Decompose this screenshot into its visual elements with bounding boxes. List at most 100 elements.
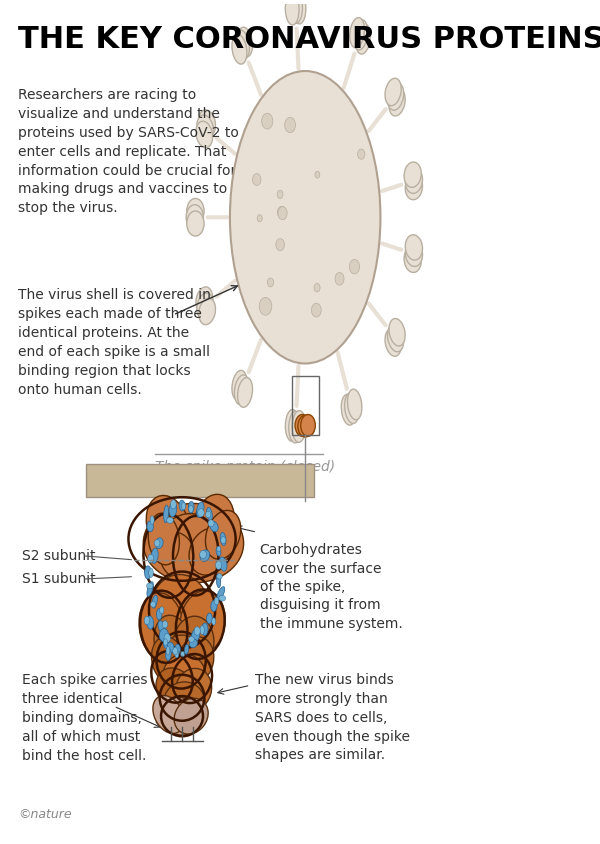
Ellipse shape (278, 207, 287, 219)
Ellipse shape (160, 697, 199, 735)
Ellipse shape (178, 637, 214, 684)
Ellipse shape (189, 506, 193, 512)
Ellipse shape (286, 409, 299, 441)
Ellipse shape (146, 583, 153, 589)
Ellipse shape (292, 0, 306, 24)
Ellipse shape (197, 293, 214, 320)
Ellipse shape (160, 607, 164, 614)
Ellipse shape (298, 415, 313, 437)
Ellipse shape (163, 639, 169, 648)
Ellipse shape (149, 568, 154, 577)
Text: S1 subunit: S1 subunit (22, 572, 96, 586)
FancyArrowPatch shape (368, 303, 386, 325)
Ellipse shape (191, 629, 200, 641)
Ellipse shape (221, 537, 226, 544)
Ellipse shape (200, 549, 210, 561)
Ellipse shape (175, 651, 179, 657)
Text: THE KEY CORONAVIRUS PROTEINS: THE KEY CORONAVIRUS PROTEINS (18, 25, 600, 54)
Ellipse shape (200, 550, 206, 559)
Ellipse shape (150, 516, 154, 524)
Ellipse shape (181, 652, 185, 657)
Ellipse shape (199, 110, 215, 136)
Ellipse shape (143, 504, 244, 583)
Ellipse shape (356, 24, 370, 54)
Ellipse shape (206, 613, 212, 624)
Ellipse shape (404, 247, 421, 273)
Ellipse shape (212, 618, 216, 625)
Ellipse shape (219, 557, 227, 571)
Ellipse shape (186, 205, 203, 230)
Ellipse shape (388, 324, 404, 352)
Ellipse shape (197, 502, 204, 517)
Ellipse shape (189, 528, 230, 575)
Text: Carbohydrates
cover the surface
of the spike,
disguising it from
the immune syst: Carbohydrates cover the surface of the s… (260, 544, 403, 630)
Ellipse shape (405, 168, 422, 193)
Ellipse shape (199, 298, 215, 325)
FancyArrowPatch shape (338, 353, 347, 389)
Ellipse shape (389, 89, 405, 116)
Ellipse shape (158, 620, 165, 633)
Ellipse shape (358, 149, 365, 160)
Ellipse shape (197, 509, 204, 517)
Ellipse shape (164, 682, 205, 722)
Ellipse shape (187, 198, 204, 224)
Ellipse shape (286, 0, 299, 25)
FancyArrowPatch shape (368, 109, 386, 131)
Ellipse shape (277, 206, 286, 218)
Ellipse shape (152, 636, 185, 684)
Ellipse shape (169, 503, 177, 517)
FancyArrowPatch shape (344, 53, 355, 88)
Ellipse shape (190, 639, 197, 647)
Ellipse shape (184, 644, 189, 654)
Ellipse shape (284, 117, 295, 133)
Ellipse shape (202, 623, 208, 636)
Ellipse shape (238, 27, 253, 57)
Ellipse shape (166, 648, 171, 661)
Text: The new virus binds
more strongly than
SARS does to cells,
even though the spike: The new virus binds more strongly than S… (255, 673, 410, 762)
Ellipse shape (349, 259, 359, 273)
Ellipse shape (188, 501, 194, 513)
Ellipse shape (146, 616, 154, 630)
Text: Researchers are racing to
visualize and understand the
proteins used by SARS-CoV: Researchers are racing to visualize and … (18, 88, 239, 215)
Ellipse shape (160, 533, 196, 579)
Ellipse shape (214, 598, 219, 605)
Ellipse shape (232, 371, 247, 400)
FancyArrowPatch shape (296, 365, 298, 406)
Ellipse shape (232, 35, 247, 64)
Ellipse shape (164, 506, 169, 522)
Ellipse shape (187, 211, 204, 236)
Ellipse shape (335, 273, 344, 285)
Ellipse shape (253, 174, 261, 186)
Ellipse shape (230, 71, 380, 364)
Ellipse shape (314, 284, 320, 292)
FancyArrowPatch shape (217, 281, 235, 297)
Text: The spike protein (closed): The spike protein (closed) (155, 460, 335, 473)
Ellipse shape (157, 609, 162, 619)
Ellipse shape (404, 162, 421, 187)
Ellipse shape (196, 122, 212, 148)
Ellipse shape (166, 647, 170, 655)
Ellipse shape (170, 500, 176, 509)
Ellipse shape (159, 635, 205, 685)
Ellipse shape (217, 546, 221, 552)
Ellipse shape (167, 517, 173, 523)
Ellipse shape (259, 297, 272, 315)
Ellipse shape (180, 591, 225, 654)
Ellipse shape (154, 539, 160, 547)
Ellipse shape (235, 30, 250, 60)
Ellipse shape (163, 654, 206, 700)
Text: S2 subunit: S2 subunit (22, 549, 96, 563)
Ellipse shape (289, 0, 302, 24)
Ellipse shape (163, 639, 167, 646)
Ellipse shape (175, 668, 212, 711)
Ellipse shape (315, 171, 320, 178)
Ellipse shape (238, 377, 253, 408)
Ellipse shape (188, 636, 194, 642)
Ellipse shape (206, 511, 211, 518)
Ellipse shape (147, 582, 154, 597)
Ellipse shape (173, 616, 214, 671)
Ellipse shape (173, 647, 178, 655)
Ellipse shape (154, 615, 192, 672)
Ellipse shape (148, 555, 154, 563)
Ellipse shape (194, 495, 234, 550)
